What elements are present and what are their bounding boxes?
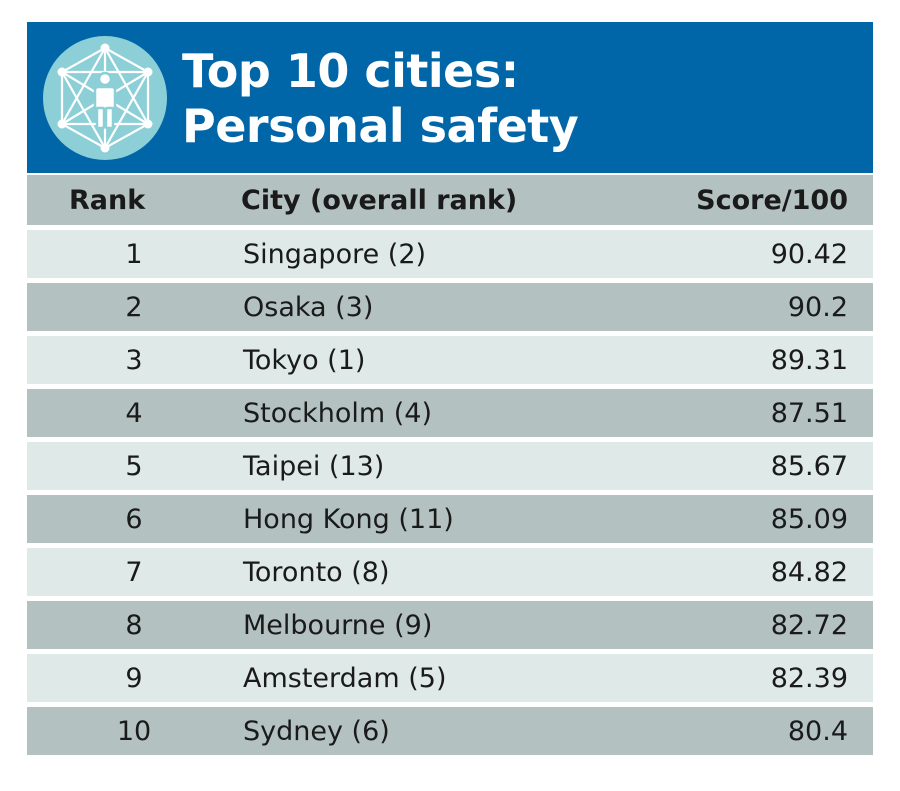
- rank-cell: 10: [27, 707, 241, 755]
- rank-cell: 7: [27, 548, 241, 596]
- score-cell: 89.31: [548, 336, 873, 384]
- table-row: 2 Osaka (3) 90.2: [27, 283, 873, 331]
- safety-ranking-panel: Top 10 cities: Personal safety Rank City…: [27, 22, 873, 760]
- title-line-2: Personal safety: [182, 99, 579, 153]
- column-header-score: Score/100: [548, 175, 873, 225]
- score-cell: 80.4: [548, 707, 873, 755]
- score-cell: 90.2: [548, 283, 873, 331]
- title-line-1: Top 10 cities:: [182, 44, 519, 98]
- score-cell: 90.42: [548, 230, 873, 278]
- city-cell: Melbourne (9): [241, 601, 548, 649]
- column-header-rank: Rank: [27, 175, 241, 225]
- city-cell: Taipei (13): [241, 442, 548, 490]
- table-row: 8 Melbourne (9) 82.72: [27, 601, 873, 649]
- city-cell: Tokyo (1): [241, 336, 548, 384]
- chart-title: Top 10 cities: Personal safety: [182, 44, 579, 154]
- table-row: 10 Sydney (6) 80.4: [27, 707, 873, 755]
- table-row: 9 Amsterdam (5) 82.39: [27, 654, 873, 702]
- city-cell: Toronto (8): [241, 548, 548, 596]
- score-cell: 85.09: [548, 495, 873, 543]
- rank-cell: 3: [27, 336, 241, 384]
- table-row: 5 Taipei (13) 85.67: [27, 442, 873, 490]
- table-header-row: Rank City (overall rank) Score/100: [27, 175, 873, 225]
- table-row: 1 Singapore (2) 90.42: [27, 230, 873, 278]
- city-cell: Hong Kong (11): [241, 495, 548, 543]
- table-row: 6 Hong Kong (11) 85.09: [27, 495, 873, 543]
- rank-cell: 5: [27, 442, 241, 490]
- ranking-table: Rank City (overall rank) Score/100 1 Sing…: [27, 170, 873, 760]
- table-body: 1 Singapore (2) 90.42 2 Osaka (3) 90.2 3 Tokyo …: [27, 230, 873, 755]
- column-header-city: City (overall rank): [241, 175, 548, 225]
- rank-cell: 9: [27, 654, 241, 702]
- score-cell: 87.51: [548, 389, 873, 437]
- score-cell: 85.67: [548, 442, 873, 490]
- rank-cell: 1: [27, 230, 241, 278]
- table-row: 7 Toronto (8) 84.82: [27, 548, 873, 596]
- rank-cell: 6: [27, 495, 241, 543]
- rank-cell: 2: [27, 283, 241, 331]
- score-cell: 84.82: [548, 548, 873, 596]
- city-cell: Amsterdam (5): [241, 654, 548, 702]
- city-cell: Osaka (3): [241, 283, 548, 331]
- rank-cell: 4: [27, 389, 241, 437]
- city-cell: Sydney (6): [241, 707, 548, 755]
- city-cell: Singapore (2): [241, 230, 548, 278]
- score-cell: 82.39: [548, 654, 873, 702]
- table-row: 4 Stockholm (4) 87.51: [27, 389, 873, 437]
- city-cell: Stockholm (4): [241, 389, 548, 437]
- table-row: 3 Tokyo (1) 89.31: [27, 336, 873, 384]
- panel-header: Top 10 cities: Personal safety: [27, 22, 873, 173]
- score-cell: 82.72: [548, 601, 873, 649]
- rank-cell: 8: [27, 601, 241, 649]
- person-network-icon: [43, 36, 167, 160]
